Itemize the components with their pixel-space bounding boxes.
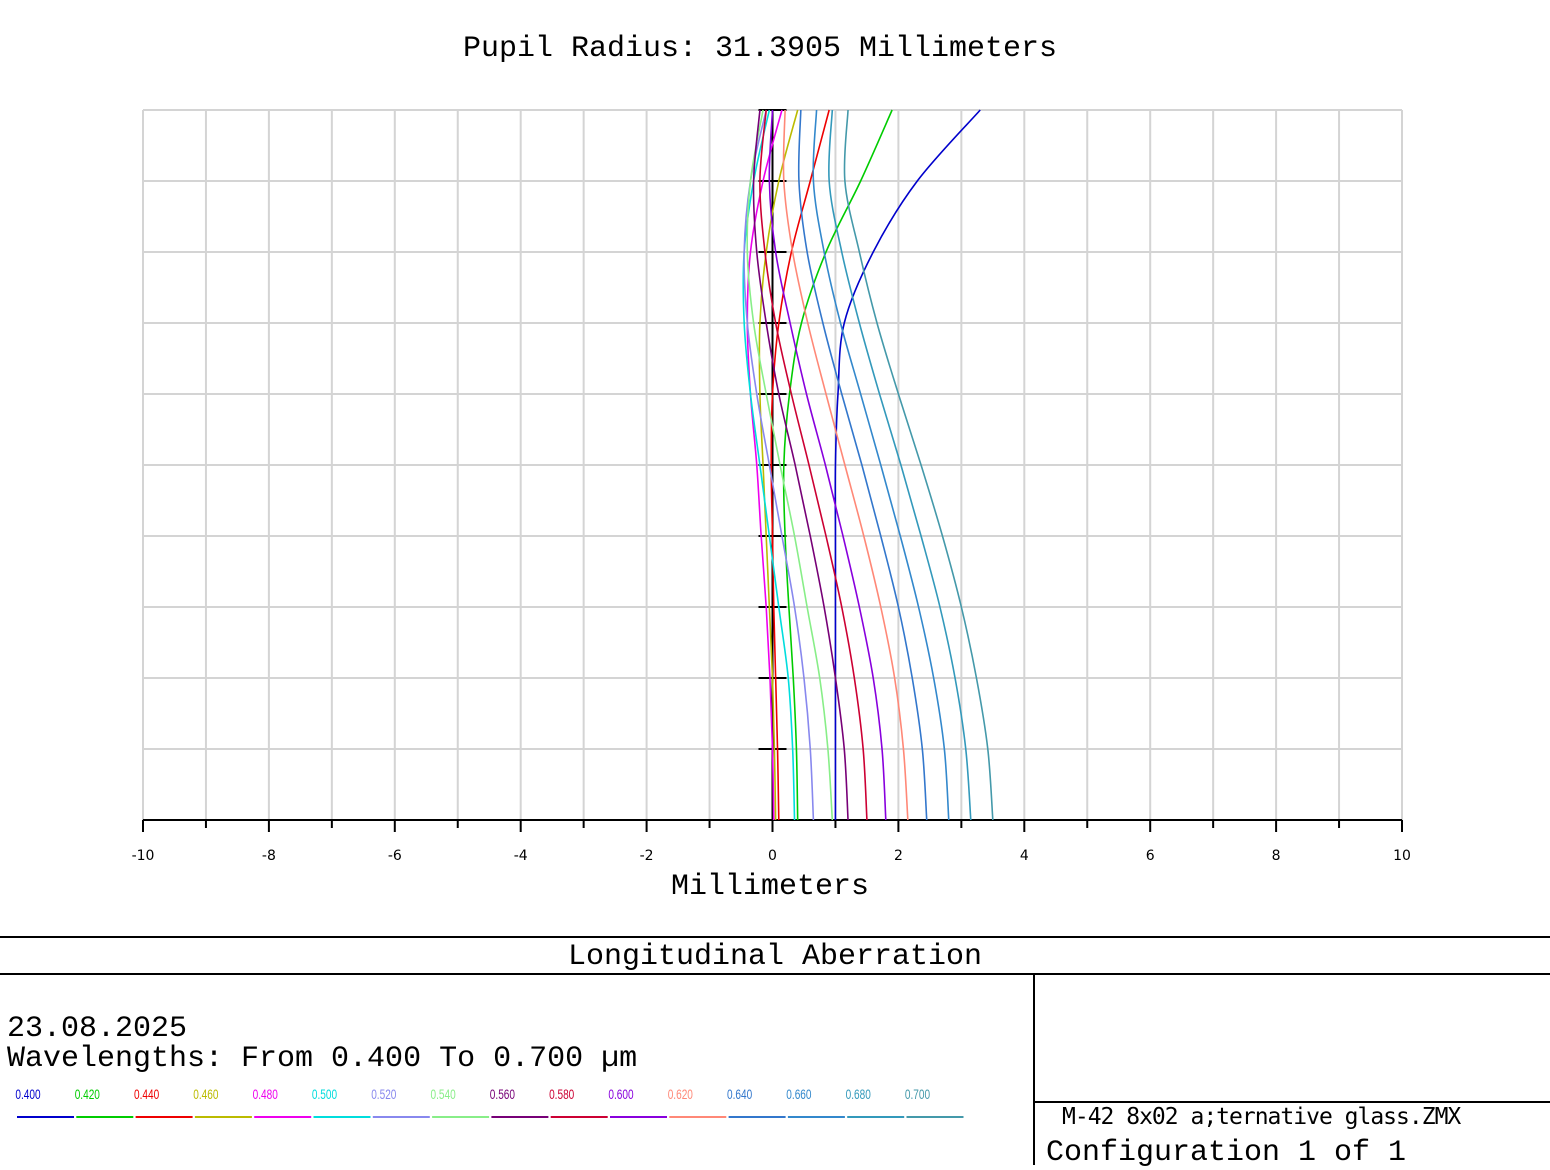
legend-label: 0.500 [312, 1086, 337, 1102]
x-tick-label: 6 [1146, 848, 1155, 864]
series-curve-0.460 [758, 109, 799, 821]
series-curve-0.660 [812, 109, 950, 821]
x-tick-label: -4 [514, 848, 528, 864]
series-curve-0.480 [746, 109, 783, 821]
x-tick-label: 10 [1393, 848, 1411, 864]
x-tick-label: 8 [1272, 848, 1281, 864]
chart-title: Pupil Radius: 31.3905 Millimeters [462, 32, 1058, 66]
legend-label: 0.700 [905, 1086, 930, 1102]
series-curve-0.440 [770, 109, 830, 821]
legend-label: 0.440 [134, 1086, 159, 1102]
x-axis-label: Millimeters [670, 870, 870, 904]
legend-label: 0.680 [846, 1086, 871, 1102]
series-curve-0.420 [782, 109, 893, 821]
x-axis [142, 819, 1403, 832]
legend-label: 0.400 [15, 1086, 40, 1102]
x-tick-label: 4 [1020, 848, 1029, 864]
file-name: M-42 8x02 a;ternative glass.ZMX [1062, 1104, 1461, 1130]
legend-label: 0.420 [75, 1086, 100, 1102]
legend-label: 0.580 [549, 1086, 574, 1102]
wavelength-legend: 0.400 0.420 0.440 0.460 0.480 0.500 0.520 0.540… [15, 1086, 964, 1118]
plot-type-label: Longitudinal Aberration [567, 940, 983, 974]
date-label: 23.08.2025 [7, 1012, 188, 1046]
series-curve-0.700 [843, 109, 994, 821]
series-curve-0.560 [752, 109, 849, 821]
series-curve-0.680 [828, 109, 972, 821]
series-curve-0.620 [782, 109, 909, 821]
aberration-curves [742, 109, 994, 821]
x-tick-label: 2 [894, 848, 903, 864]
legend-label: 0.660 [786, 1086, 811, 1102]
legend-label: 0.560 [490, 1086, 515, 1102]
aberration-plot: -10 -8 -6 -4 -2 0 2 4 6 8 10 [132, 109, 1411, 864]
series-curve-0.400 [834, 109, 981, 821]
legend-label: 0.540 [430, 1086, 455, 1102]
series-curve-0.600 [768, 109, 887, 821]
x-tick-label: -8 [262, 848, 276, 864]
info-box-top-border [0, 936, 1550, 938]
legend-label: 0.620 [668, 1086, 693, 1102]
series-curve-0.580 [759, 109, 868, 821]
x-tick-label: -10 [132, 848, 155, 864]
x-tick-labels: -10 -8 -6 -4 -2 0 2 4 6 8 10 [132, 848, 1411, 864]
wavelengths-label: Wavelengths: From 0.400 To 0.700 µm [7, 1042, 638, 1076]
info-box-divider [0, 973, 1550, 975]
x-tick-label: -6 [388, 848, 402, 864]
configuration-label: Configuration 1 of 1 [1046, 1136, 1407, 1170]
info-box-file-divider [1033, 1101, 1550, 1103]
x-tick-label: 0 [768, 848, 777, 864]
legend-label: 0.460 [193, 1086, 218, 1102]
legend-label: 0.640 [727, 1086, 752, 1102]
legend-label: 0.520 [371, 1086, 396, 1102]
info-box-column-divider [1033, 973, 1035, 1165]
series-curve-0.500 [742, 109, 796, 821]
series-curve-0.540 [746, 109, 834, 821]
series-curve-0.520 [743, 109, 815, 821]
legend-label: 0.600 [608, 1086, 633, 1102]
x-tick-label: -2 [640, 848, 654, 864]
legend-label: 0.480 [253, 1086, 278, 1102]
series-curve-0.640 [797, 109, 928, 821]
